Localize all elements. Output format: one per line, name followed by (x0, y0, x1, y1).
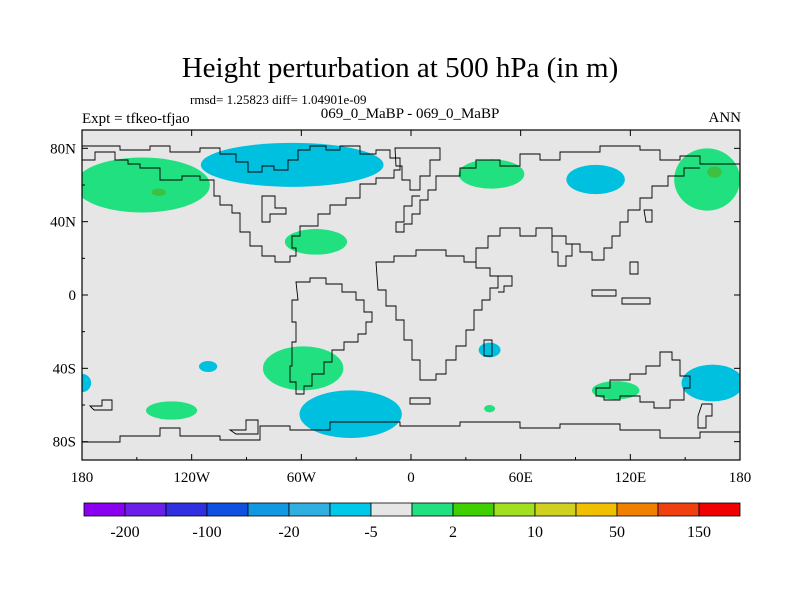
anomaly-west-edge-negative (82, 373, 92, 393)
colorbar-label: -200 (110, 524, 139, 541)
axis-ticks (81, 130, 741, 460)
colorbar-label: -5 (364, 524, 377, 541)
coastline-new-zealand (697, 403, 713, 429)
colorbar-label: 50 (609, 524, 625, 541)
colorbar-swatch (411, 502, 454, 517)
anomaly-southern-indian-small-positive (484, 405, 496, 413)
colorbar-label: 10 (527, 524, 543, 541)
anomaly-far-east-positive (674, 148, 740, 211)
coastline-australia (595, 351, 691, 409)
colorbar-label: -100 (192, 524, 221, 541)
colorbar: -200 -100 -20 -5 2 10 50 150 (83, 502, 741, 541)
colorbar-swatch (698, 502, 741, 517)
x-tick-label: 180 (729, 470, 752, 486)
colorbar-swatch (165, 502, 208, 517)
coastline-hudson (261, 195, 287, 223)
season-label: ANN (708, 110, 742, 126)
coastline-japan (629, 209, 653, 275)
stats-text: rmsd= 1.25823 diff= 1.04901e-09 (190, 92, 367, 107)
coastline-greenland (394, 147, 441, 191)
axis-labels: 180 120W 60W 0 60E 120E 180 80N 40N 0 40S 80S (50, 141, 751, 486)
anomaly-layer (82, 142, 740, 438)
anomaly-south-pacific-small-positive (145, 401, 198, 420)
coastline-madagascar (483, 339, 493, 357)
x-tick-label: 120E (614, 470, 646, 486)
colorbar-swatch (575, 502, 618, 517)
anomaly-pacific-small-negative (198, 361, 218, 372)
colorbar-swatch (616, 502, 659, 517)
colorbar-swatch (370, 502, 413, 517)
anomaly-north-atlantic-positive (284, 229, 348, 255)
coastline-india (551, 236, 573, 267)
y-tick-label: 80S (53, 435, 76, 451)
y-tick-label: 40S (53, 361, 76, 377)
coastline-europe (395, 145, 740, 233)
anomaly-far-east-core (707, 166, 722, 178)
anomaly-west-us-positive (82, 157, 210, 213)
colorbar-swatch (329, 502, 372, 517)
anomaly-west-us-core (151, 188, 167, 196)
anomaly-south-pacific-positive (262, 346, 344, 391)
anomaly-central-asia-negative (566, 164, 625, 195)
anomaly-australia-positive (591, 381, 640, 400)
colorbar-swatch (206, 502, 249, 517)
colorbar-swatch (534, 502, 577, 517)
experiment-label: Expt = tfkeo-tfjao (82, 111, 190, 127)
coastlines (82, 145, 740, 443)
y-tick-label: 40N (50, 215, 76, 231)
colorbar-swatch (247, 502, 290, 517)
colorbar-label: 150 (687, 524, 711, 541)
coastline-southern-ocean (88, 397, 431, 435)
anomaly-north-pacific-negative (200, 142, 384, 187)
colorbar-swatch (83, 502, 126, 517)
colorbar-swatch (493, 502, 536, 517)
colorbar-swatch (288, 502, 331, 517)
colorbar-swatch (452, 502, 495, 517)
x-tick-label: 120W (173, 470, 211, 486)
coastline-south-america (289, 277, 373, 395)
coastline-africa (375, 249, 499, 381)
anomaly-indian-ocean-small-negative (478, 342, 501, 358)
chart-title: Height perturbation at 500 hPa (in m) (181, 52, 619, 84)
x-tick-label: 60E (509, 470, 533, 486)
coastline-north-america (82, 145, 401, 263)
colorbar-swatch (657, 502, 700, 517)
subtitle: 069_0_MaBP - 069_0_MaBP (320, 106, 500, 122)
coastline-asia (475, 167, 700, 262)
x-tick-label: 180 (71, 470, 94, 486)
colorbar-label: 2 (449, 524, 457, 541)
x-tick-label: 0 (407, 470, 415, 486)
x-tick-label: 60W (287, 470, 317, 486)
coastline-antarctica (82, 421, 740, 443)
colorbar-label: -20 (278, 524, 299, 541)
coastline-indonesia (591, 289, 651, 305)
coastline-arabia (498, 275, 513, 293)
y-tick-label: 0 (69, 288, 77, 304)
anomaly-siberia-positive (458, 159, 525, 189)
anomaly-tasman-negative (681, 364, 740, 402)
y-tick-label: 80N (50, 141, 76, 157)
anomaly-southern-ocean-negative (299, 390, 402, 438)
colorbar-swatch (124, 502, 167, 517)
